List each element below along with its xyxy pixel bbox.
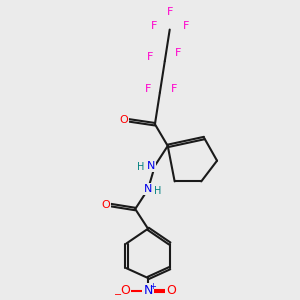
Text: N: N: [144, 184, 152, 194]
Text: F: F: [170, 84, 177, 94]
Text: F: F: [174, 48, 181, 58]
Text: F: F: [167, 7, 173, 17]
Text: N: N: [147, 160, 155, 171]
Text: H: H: [137, 162, 145, 172]
Text: O: O: [119, 115, 128, 125]
Text: F: F: [147, 52, 153, 62]
Text: +: +: [149, 282, 156, 291]
Text: O: O: [101, 200, 110, 210]
Text: O: O: [166, 284, 175, 297]
Text: F: F: [151, 21, 157, 31]
Text: −: −: [114, 290, 122, 300]
Text: O: O: [120, 284, 130, 297]
Text: N: N: [143, 284, 153, 297]
Text: F: F: [145, 84, 151, 94]
Text: F: F: [183, 21, 190, 31]
Text: H: H: [154, 186, 162, 196]
